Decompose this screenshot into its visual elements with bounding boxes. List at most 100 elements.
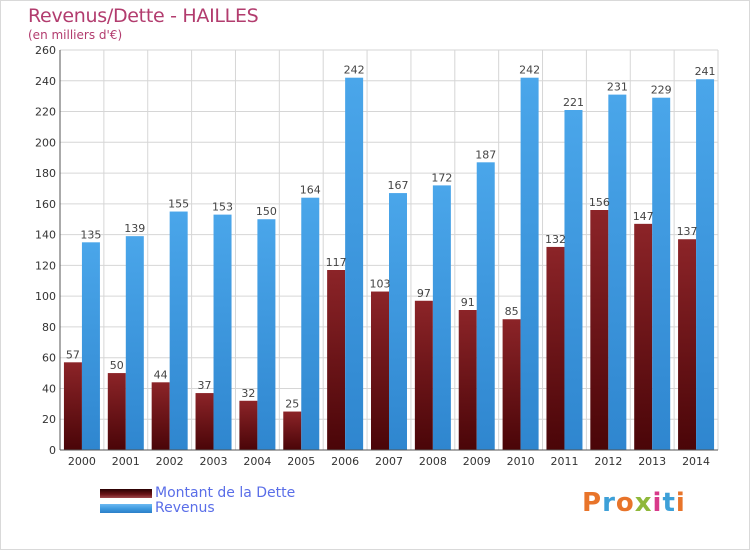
y-tick-label: 160	[35, 198, 56, 211]
y-tick-label: 120	[35, 259, 56, 272]
x-tick-label: 2014	[682, 455, 710, 468]
x-tick-label: 2003	[200, 455, 228, 468]
logo-letter: r	[602, 488, 616, 518]
proxiti-logo: Proxiti	[582, 488, 686, 518]
y-tick-label: 40	[42, 382, 56, 395]
legend-label-revenus: Revenus	[155, 500, 215, 516]
bar-dette	[239, 400, 258, 450]
bar-dette	[678, 239, 697, 450]
data-label-revenus: 229	[651, 84, 672, 97]
data-label-revenus: 153	[212, 201, 233, 214]
bar-dette	[371, 291, 389, 450]
bar-revenus	[301, 197, 320, 450]
bar-revenus	[432, 185, 451, 450]
bar-revenus	[652, 97, 671, 450]
bar-revenus	[125, 236, 144, 450]
y-tick-label: 80	[42, 321, 56, 334]
x-tick-label: 2006	[331, 455, 359, 468]
data-label-dette: 85	[505, 305, 519, 318]
bars	[63, 77, 715, 451]
bar-revenus	[81, 242, 100, 450]
y-tick-label: 220	[35, 106, 56, 119]
bar-revenus	[213, 214, 232, 450]
bar-dette	[63, 362, 82, 450]
logo-letter: t	[662, 488, 676, 518]
data-label-dette: 44	[154, 368, 168, 381]
data-label-revenus: 172	[431, 171, 452, 184]
data-label-revenus: 241	[695, 65, 716, 78]
data-label-dette: 137	[677, 225, 698, 238]
bar-dette	[414, 300, 433, 450]
data-label-dette: 117	[326, 256, 347, 269]
x-tick-label: 2012	[594, 455, 622, 468]
y-tick-label: 140	[35, 229, 56, 242]
x-tick-label: 2007	[375, 455, 403, 468]
bar-dette	[458, 310, 477, 450]
bar-revenus	[476, 162, 495, 451]
y-tick-label: 180	[35, 167, 56, 180]
data-label-revenus: 221	[563, 96, 584, 109]
data-label-dette: 57	[66, 348, 80, 361]
data-label-dette: 91	[461, 296, 475, 309]
data-label-dette: 97	[417, 287, 431, 300]
chart-title: Revenus/Dette - HAILLES	[28, 5, 259, 27]
x-tick-label: 2009	[463, 455, 491, 468]
bar-dette	[634, 223, 653, 450]
x-tick-label: 2005	[287, 455, 315, 468]
y-tick-label: 20	[42, 413, 56, 426]
x-tick-label: 2013	[638, 455, 666, 468]
bar-dette	[327, 270, 346, 450]
x-tick-label: 2010	[507, 455, 535, 468]
bar-revenus	[345, 77, 364, 450]
data-label-dette: 103	[370, 278, 391, 291]
data-label-dette: 147	[633, 210, 654, 223]
logo-letter: i	[675, 488, 686, 518]
y-tick-label: 260	[35, 44, 56, 57]
x-tick-label: 2001	[112, 455, 140, 468]
value-labels: 57 135 50 139 44 155 37 153 32 150 25 164 117 242 103 1…	[66, 64, 716, 411]
data-label-revenus: 135	[80, 228, 101, 241]
bar-dette	[590, 210, 609, 450]
bar-revenus	[564, 110, 583, 450]
data-label-dette: 132	[545, 233, 566, 246]
bar-revenus	[520, 77, 539, 450]
y-tick-label: 200	[35, 136, 56, 149]
bar-dette	[195, 393, 214, 450]
bar-dette	[283, 411, 302, 450]
bar-revenus	[169, 211, 188, 450]
legend-swatch-dette	[100, 489, 152, 498]
x-tick-label: 2002	[156, 455, 184, 468]
bar-revenus	[696, 79, 715, 450]
bar-dette	[502, 319, 521, 450]
y-tick-label: 240	[35, 75, 56, 88]
data-label-revenus: 231	[607, 81, 628, 94]
data-label-revenus: 164	[300, 184, 321, 197]
bar-revenus	[257, 219, 276, 450]
logo-letter: x	[634, 488, 653, 518]
data-label-revenus: 242	[344, 64, 365, 77]
x-tick-label: 2000	[68, 455, 96, 468]
data-label-dette: 156	[589, 196, 610, 209]
data-label-dette: 50	[110, 359, 124, 372]
bar-dette	[107, 373, 126, 450]
bar-dette	[151, 382, 170, 450]
data-label-revenus: 150	[256, 205, 277, 218]
logo-letter: P	[582, 488, 603, 518]
legend-label-dette: Montant de la Dette	[155, 485, 296, 501]
data-label-revenus: 155	[168, 198, 189, 211]
data-label-dette: 32	[241, 387, 255, 400]
chart-subtitle: (en milliers d'€)	[28, 28, 123, 42]
bar-revenus	[389, 193, 407, 451]
data-label-revenus: 242	[519, 64, 540, 77]
data-label-revenus: 139	[124, 222, 145, 235]
legend-swatch-revenus	[100, 504, 152, 513]
axes: 0 20 40 60 80 100 120 140 160 180 200 220 240 260 2000…	[35, 44, 718, 468]
y-tick-label: 60	[42, 352, 56, 365]
logo-letter: i	[652, 488, 663, 518]
x-tick-label: 2004	[243, 455, 271, 468]
x-tick-label: 2008	[419, 455, 447, 468]
x-tick-label: 2011	[550, 455, 578, 468]
data-label-revenus: 187	[475, 148, 496, 161]
logo-letter: o	[615, 488, 635, 518]
